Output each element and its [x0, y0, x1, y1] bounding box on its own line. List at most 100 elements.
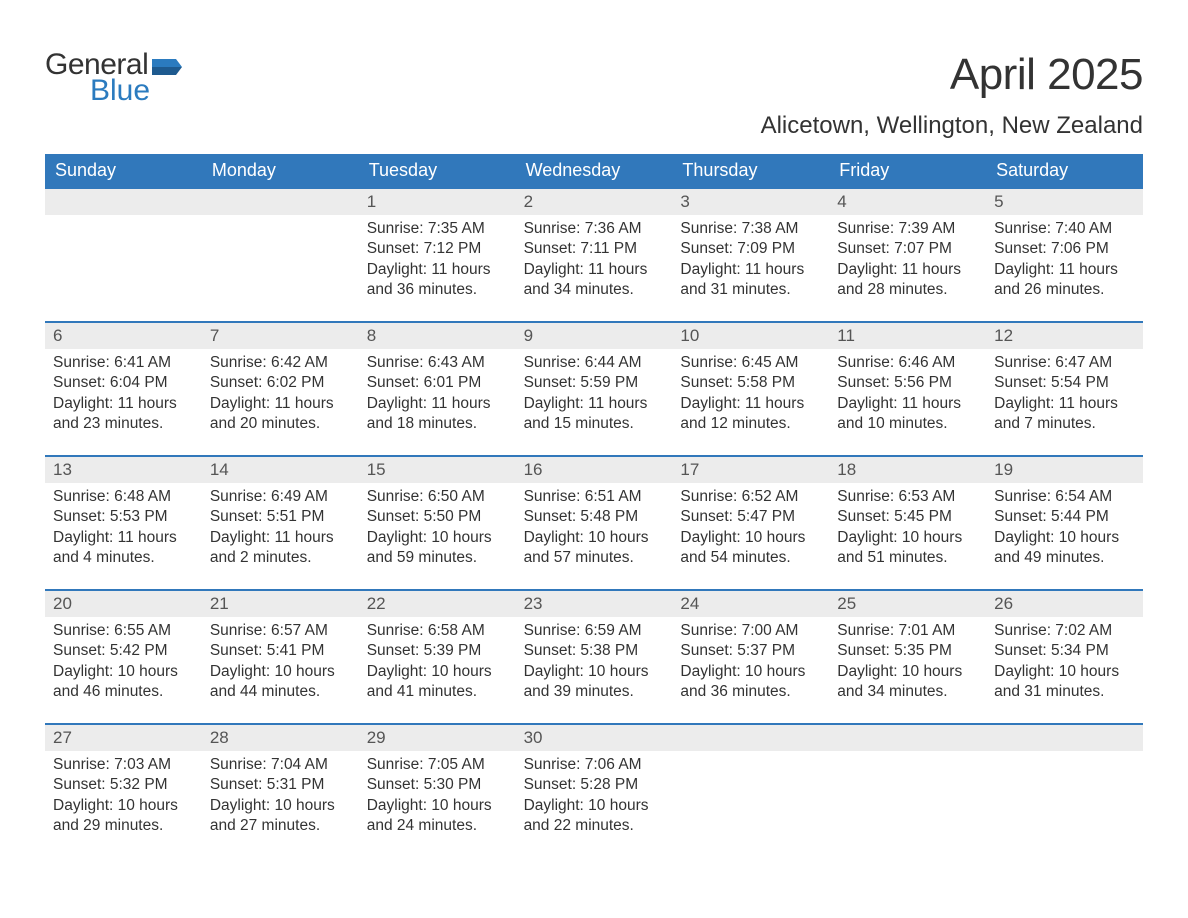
day-number: 15 [359, 457, 516, 483]
day-body: Sunrise: 6:54 AMSunset: 5:44 PMDaylight:… [986, 483, 1143, 575]
day-daylight2: and 2 minutes. [210, 548, 351, 568]
day-number: 20 [45, 591, 202, 617]
day-daylight1: Daylight: 10 hours [837, 528, 978, 548]
day-body: Sunrise: 6:50 AMSunset: 5:50 PMDaylight:… [359, 483, 516, 575]
day-number: 1 [359, 189, 516, 215]
day-body: Sunrise: 6:42 AMSunset: 6:02 PMDaylight:… [202, 349, 359, 441]
day-number: 13 [45, 457, 202, 483]
calendar-day-cell: 20Sunrise: 6:55 AMSunset: 5:42 PMDayligh… [45, 591, 202, 723]
calendar-day-cell: 2Sunrise: 7:36 AMSunset: 7:11 PMDaylight… [516, 189, 673, 321]
calendar-day-cell: 6Sunrise: 6:41 AMSunset: 6:04 PMDaylight… [45, 323, 202, 455]
day-sunset: Sunset: 5:45 PM [837, 507, 978, 527]
day-daylight2: and 23 minutes. [53, 414, 194, 434]
calendar-day-cell: 1Sunrise: 7:35 AMSunset: 7:12 PMDaylight… [359, 189, 516, 321]
day-daylight2: and 57 minutes. [524, 548, 665, 568]
day-body: Sunrise: 7:40 AMSunset: 7:06 PMDaylight:… [986, 215, 1143, 307]
day-sunset: Sunset: 5:31 PM [210, 775, 351, 795]
calendar-day-cell: 5Sunrise: 7:40 AMSunset: 7:06 PMDaylight… [986, 189, 1143, 321]
day-sunset: Sunset: 5:30 PM [367, 775, 508, 795]
day-number: 14 [202, 457, 359, 483]
day-body [202, 215, 359, 225]
day-daylight1: Daylight: 11 hours [210, 394, 351, 414]
day-sunset: Sunset: 5:47 PM [680, 507, 821, 527]
calendar-day-cell: 29Sunrise: 7:05 AMSunset: 5:30 PMDayligh… [359, 725, 516, 857]
day-daylight1: Daylight: 11 hours [53, 394, 194, 414]
day-number: 22 [359, 591, 516, 617]
weekday-header: Thursday [672, 154, 829, 189]
calendar: SundayMondayTuesdayWednesdayThursdayFrid… [45, 154, 1143, 857]
day-number: 3 [672, 189, 829, 215]
weekday-header: Sunday [45, 154, 202, 189]
day-daylight2: and 39 minutes. [524, 682, 665, 702]
day-daylight2: and 36 minutes. [680, 682, 821, 702]
day-sunrise: Sunrise: 6:57 AM [210, 621, 351, 641]
day-daylight2: and 31 minutes. [994, 682, 1135, 702]
day-sunset: Sunset: 5:42 PM [53, 641, 194, 661]
day-daylight2: and 10 minutes. [837, 414, 978, 434]
calendar-day-cell: 9Sunrise: 6:44 AMSunset: 5:59 PMDaylight… [516, 323, 673, 455]
day-daylight1: Daylight: 10 hours [680, 528, 821, 548]
day-number: 16 [516, 457, 673, 483]
day-sunrise: Sunrise: 7:38 AM [680, 219, 821, 239]
day-sunset: Sunset: 5:37 PM [680, 641, 821, 661]
day-daylight1: Daylight: 11 hours [680, 260, 821, 280]
day-body: Sunrise: 6:47 AMSunset: 5:54 PMDaylight:… [986, 349, 1143, 441]
day-sunset: Sunset: 7:06 PM [994, 239, 1135, 259]
day-sunset: Sunset: 5:32 PM [53, 775, 194, 795]
day-body: Sunrise: 7:06 AMSunset: 5:28 PMDaylight:… [516, 751, 673, 843]
calendar-day-cell: 3 Sunrise: 7:38 AMSunset: 7:09 PMDaylight… [672, 189, 829, 321]
day-number: 11 [829, 323, 986, 349]
calendar-day-cell: 18Sunrise: 6:53 AMSunset: 5:45 PMDayligh… [829, 457, 986, 589]
day-sunrise: Sunrise: 6:51 AM [524, 487, 665, 507]
calendar-day-cell: 16Sunrise: 6:51 AMSunset: 5:48 PMDayligh… [516, 457, 673, 589]
day-number: 27 [45, 725, 202, 751]
day-daylight2: and 4 minutes. [53, 548, 194, 568]
day-body: Sunrise: 6:46 AMSunset: 5:56 PMDaylight:… [829, 349, 986, 441]
calendar-day-cell: 23Sunrise: 6:59 AMSunset: 5:38 PMDayligh… [516, 591, 673, 723]
day-sunrise: Sunrise: 6:44 AM [524, 353, 665, 373]
day-number: 24 [672, 591, 829, 617]
calendar-day-cell: 26Sunrise: 7:02 AMSunset: 5:34 PMDayligh… [986, 591, 1143, 723]
day-daylight1: Daylight: 10 hours [53, 796, 194, 816]
day-sunrise: Sunrise: 7:03 AM [53, 755, 194, 775]
day-body: Sunrise: 6:44 AMSunset: 5:59 PMDaylight:… [516, 349, 673, 441]
calendar-day-cell: 21Sunrise: 6:57 AMSunset: 5:41 PMDayligh… [202, 591, 359, 723]
day-sunrise: Sunrise: 7:01 AM [837, 621, 978, 641]
day-daylight2: and 34 minutes. [524, 280, 665, 300]
calendar-day-cell: 28Sunrise: 7:04 AMSunset: 5:31 PMDayligh… [202, 725, 359, 857]
day-sunset: Sunset: 7:09 PM [680, 239, 821, 259]
day-number [45, 189, 202, 215]
day-number: 21 [202, 591, 359, 617]
day-number: 30 [516, 725, 673, 751]
day-body: Sunrise: 7:36 AMSunset: 7:11 PMDaylight:… [516, 215, 673, 307]
flag-icon [152, 54, 182, 76]
calendar-day-cell [986, 725, 1143, 857]
header: General Blue April 2025 [45, 50, 1143, 106]
day-number: 26 [986, 591, 1143, 617]
day-sunset: Sunset: 5:44 PM [994, 507, 1135, 527]
day-daylight1: Daylight: 10 hours [367, 796, 508, 816]
day-sunset: Sunset: 7:11 PM [524, 239, 665, 259]
day-body: Sunrise: 6:53 AMSunset: 5:45 PMDaylight:… [829, 483, 986, 575]
day-sunset: Sunset: 5:48 PM [524, 507, 665, 527]
day-sunrise: Sunrise: 7:35 AM [367, 219, 508, 239]
calendar-day-cell: 30Sunrise: 7:06 AMSunset: 5:28 PMDayligh… [516, 725, 673, 857]
day-sunrise: Sunrise: 6:58 AM [367, 621, 508, 641]
weekday-header: Monday [202, 154, 359, 189]
day-number: 17 [672, 457, 829, 483]
day-daylight2: and 18 minutes. [367, 414, 508, 434]
day-number: 10 [672, 323, 829, 349]
day-sunset: Sunset: 5:34 PM [994, 641, 1135, 661]
day-sunset: Sunset: 5:39 PM [367, 641, 508, 661]
weekday-header: Tuesday [359, 154, 516, 189]
day-daylight1: Daylight: 11 hours [367, 394, 508, 414]
day-number [986, 725, 1143, 751]
day-sunrise: Sunrise: 6:59 AM [524, 621, 665, 641]
day-sunset: Sunset: 5:51 PM [210, 507, 351, 527]
day-daylight1: Daylight: 10 hours [367, 662, 508, 682]
day-number [202, 189, 359, 215]
day-body: Sunrise: 6:49 AMSunset: 5:51 PMDaylight:… [202, 483, 359, 575]
day-body: Sunrise: 6:51 AMSunset: 5:48 PMDaylight:… [516, 483, 673, 575]
day-daylight1: Daylight: 11 hours [367, 260, 508, 280]
day-number: 23 [516, 591, 673, 617]
